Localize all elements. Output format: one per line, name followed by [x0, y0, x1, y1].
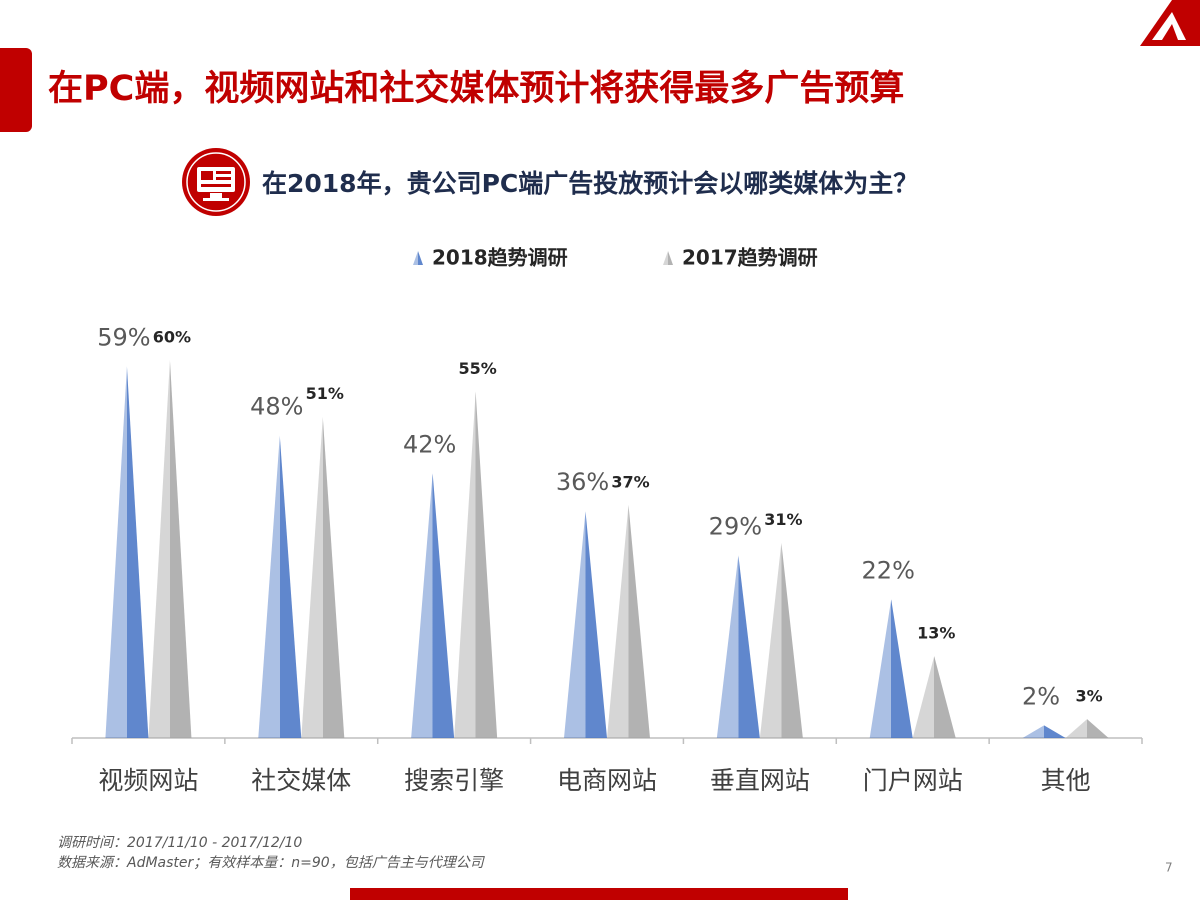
bar [1065, 719, 1109, 738]
data-label: 51% [306, 384, 344, 403]
bar [912, 656, 956, 738]
bar [869, 599, 913, 738]
bar [301, 416, 345, 738]
x-tick-label: 垂直网站 [710, 766, 810, 795]
bar [148, 360, 192, 738]
bar [1022, 725, 1066, 738]
data-label: 48% [250, 393, 303, 421]
bar [258, 435, 302, 738]
legend-marker [663, 251, 673, 265]
data-label: 3% [1075, 687, 1102, 706]
data-label: 42% [403, 430, 456, 458]
data-label: 59% [97, 323, 150, 351]
title: 在PC端，视频网站和社交媒体预计将获得最多广告预算 [48, 68, 904, 109]
question-icon [182, 148, 250, 216]
bar [607, 504, 650, 738]
data-label: 29% [709, 512, 762, 540]
data-label: 60% [153, 328, 191, 347]
bar [564, 511, 607, 738]
bar [454, 391, 498, 738]
question: 在2018年，贵公司PC端广告投放预计会以哪类媒体为主？ [262, 169, 918, 198]
data-label: 37% [611, 472, 649, 491]
data-label: 36% [556, 468, 609, 496]
x-tick-label: 门户网站 [863, 766, 963, 795]
data-label: 55% [458, 359, 496, 378]
data-label: 22% [862, 556, 915, 584]
x-tick-label: 视频网站 [98, 766, 198, 795]
footnote: 数据来源：AdMaster；有效样本量：n=90，包括广告主与代理公司 [57, 855, 486, 871]
bar [716, 555, 760, 738]
x-tick-label: 电商网站 [557, 766, 657, 795]
page-number: 7 [1165, 861, 1173, 875]
x-tick-label: 搜索引擎 [404, 766, 504, 795]
title-bar [0, 48, 32, 132]
bar [759, 542, 803, 738]
x-tick-label: 社交媒体 [251, 766, 351, 795]
footer-bar [350, 888, 848, 900]
data-label: 2% [1022, 682, 1060, 710]
bar [411, 473, 455, 738]
bar [105, 366, 149, 738]
data-label: 13% [917, 624, 955, 643]
legend-label: 2017趋势调研 [682, 246, 818, 270]
data-label: 31% [764, 510, 802, 529]
logo [1140, 0, 1200, 46]
footnote: 调研时间：2017/11/10 - 2017/12/10 [57, 835, 302, 851]
legend-label: 2018趋势调研 [432, 246, 568, 270]
x-tick-label: 其他 [1041, 766, 1091, 795]
legend-marker [413, 251, 423, 265]
